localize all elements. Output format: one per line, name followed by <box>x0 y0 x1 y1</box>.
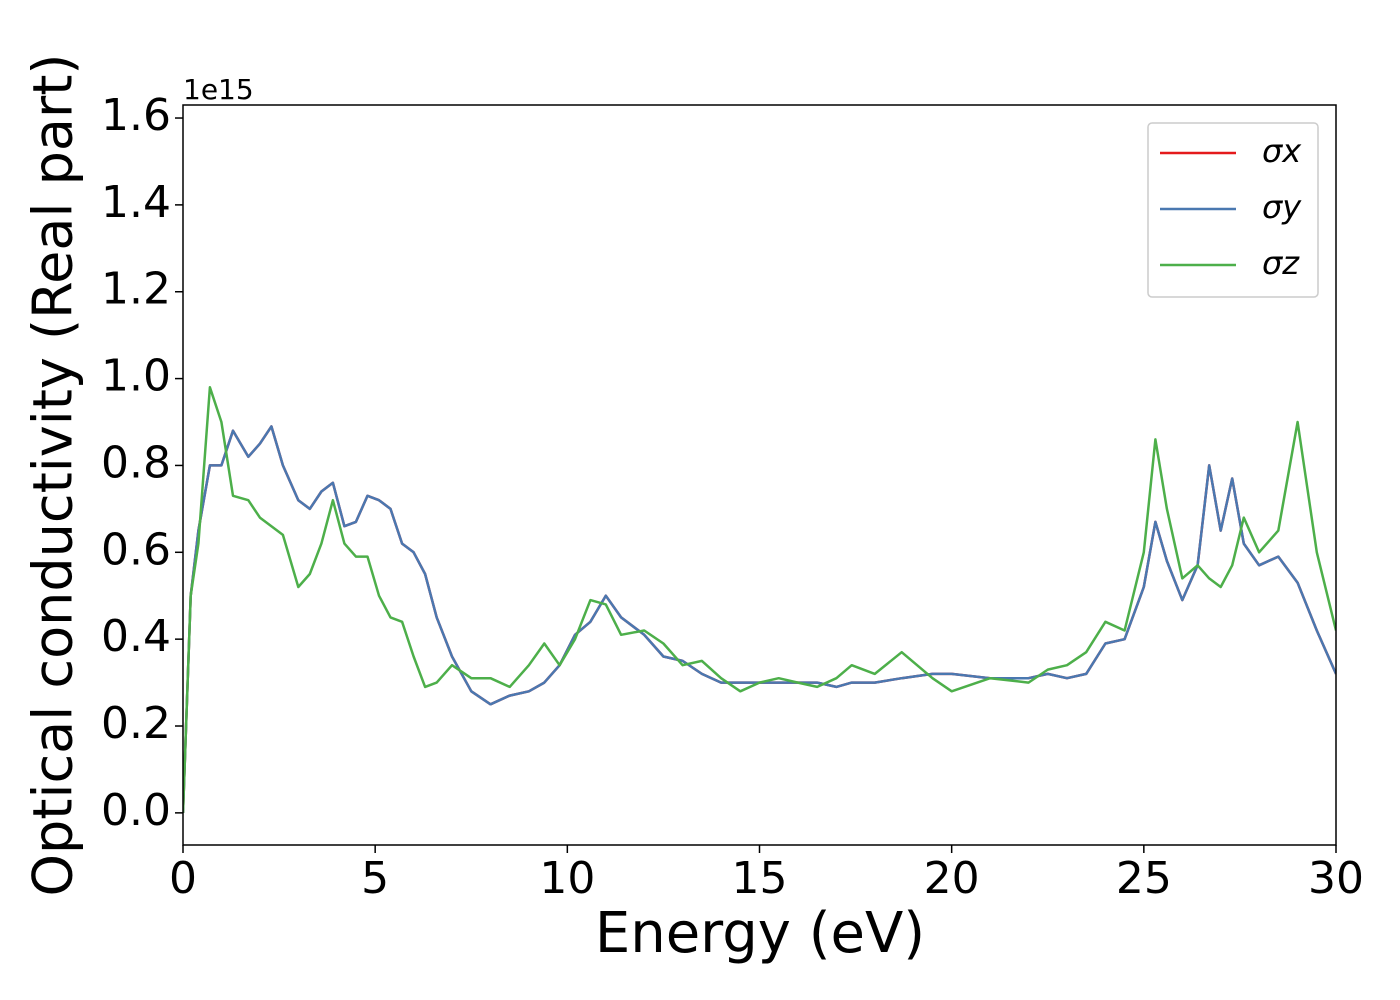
legend-label: σy <box>1262 188 1302 226</box>
y-tick-label: 1.0 <box>101 351 171 402</box>
legend-label: σx <box>1262 132 1302 170</box>
y-tick-label: 0.2 <box>101 698 171 749</box>
x-axis-label: Energy (eV) <box>595 901 925 966</box>
data-line <box>183 386 1336 813</box>
x-tick-label: 15 <box>732 853 788 904</box>
y-tick-label: 0.6 <box>101 524 171 575</box>
x-tick-label: 25 <box>1116 853 1172 904</box>
x-tick-label: 10 <box>539 853 595 904</box>
y-tick-label: 0.4 <box>101 611 171 662</box>
y-tick-label: 1.4 <box>101 177 171 228</box>
y-tick-label: 0.8 <box>101 437 171 488</box>
legend-label: σz <box>1262 244 1300 282</box>
data-line <box>183 425 1336 813</box>
plot-frame <box>182 104 1337 846</box>
y-tick-label: 1.2 <box>101 264 171 315</box>
y-offset-label: 1e15 <box>183 73 254 106</box>
y-tick-label: 0.0 <box>101 785 171 836</box>
x-tick-label: 5 <box>361 853 389 904</box>
x-tick-label: 30 <box>1308 853 1364 904</box>
x-tick-label: 0 <box>169 853 197 904</box>
y-tick-label: 1.6 <box>101 90 171 141</box>
x-tick-label: 20 <box>924 853 980 904</box>
y-axis-label: Optical conductivity (Real part) <box>22 54 85 897</box>
